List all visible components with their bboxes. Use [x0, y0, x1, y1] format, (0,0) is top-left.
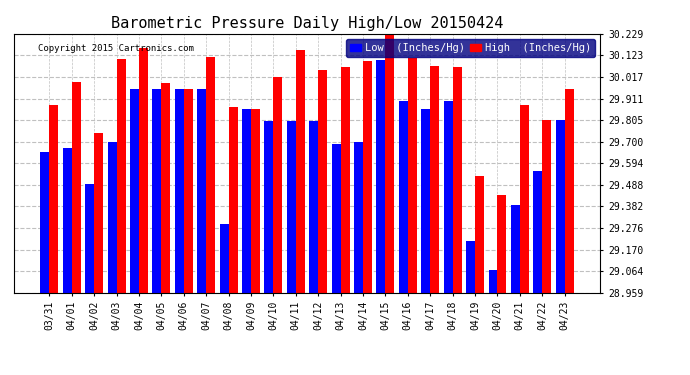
Bar	[475, 176, 484, 292]
Bar	[161, 84, 170, 292]
Bar	[108, 141, 117, 292]
Bar	[175, 89, 184, 292]
Bar	[318, 70, 327, 292]
Bar	[377, 60, 386, 292]
Bar	[117, 59, 126, 292]
Bar	[139, 48, 148, 292]
Bar	[466, 241, 475, 292]
Bar	[251, 109, 260, 292]
Bar	[511, 205, 520, 292]
Bar	[363, 61, 372, 292]
Bar	[296, 50, 305, 292]
Bar	[555, 120, 564, 292]
Bar	[422, 109, 431, 292]
Bar	[564, 88, 573, 292]
Bar	[184, 89, 193, 292]
Bar	[399, 101, 408, 292]
Legend: Low  (Inches/Hg), High  (Inches/Hg): Low (Inches/Hg), High (Inches/Hg)	[346, 39, 595, 57]
Bar	[533, 171, 542, 292]
Bar	[332, 144, 341, 292]
Bar	[489, 270, 497, 292]
Bar	[287, 121, 296, 292]
Bar	[453, 67, 462, 292]
Bar	[309, 121, 318, 292]
Bar	[497, 195, 506, 292]
Bar	[63, 148, 72, 292]
Bar	[41, 152, 50, 292]
Bar	[228, 107, 237, 292]
Text: Copyright 2015 Cartronics.com: Copyright 2015 Cartronics.com	[38, 44, 194, 53]
Bar	[95, 134, 103, 292]
Bar	[341, 67, 350, 292]
Bar	[130, 89, 139, 292]
Bar	[50, 105, 59, 292]
Bar	[273, 77, 282, 292]
Bar	[86, 184, 95, 292]
Bar	[520, 105, 529, 292]
Bar	[152, 89, 161, 292]
Title: Barometric Pressure Daily High/Low 20150424: Barometric Pressure Daily High/Low 20150…	[111, 16, 503, 31]
Bar	[542, 120, 551, 292]
Bar	[408, 58, 417, 292]
Bar	[386, 34, 395, 292]
Bar	[242, 109, 251, 292]
Bar	[219, 224, 228, 292]
Bar	[444, 101, 453, 292]
Bar	[206, 57, 215, 292]
Bar	[72, 82, 81, 292]
Bar	[431, 66, 440, 292]
Bar	[354, 141, 363, 292]
Bar	[197, 89, 206, 292]
Bar	[264, 121, 273, 292]
